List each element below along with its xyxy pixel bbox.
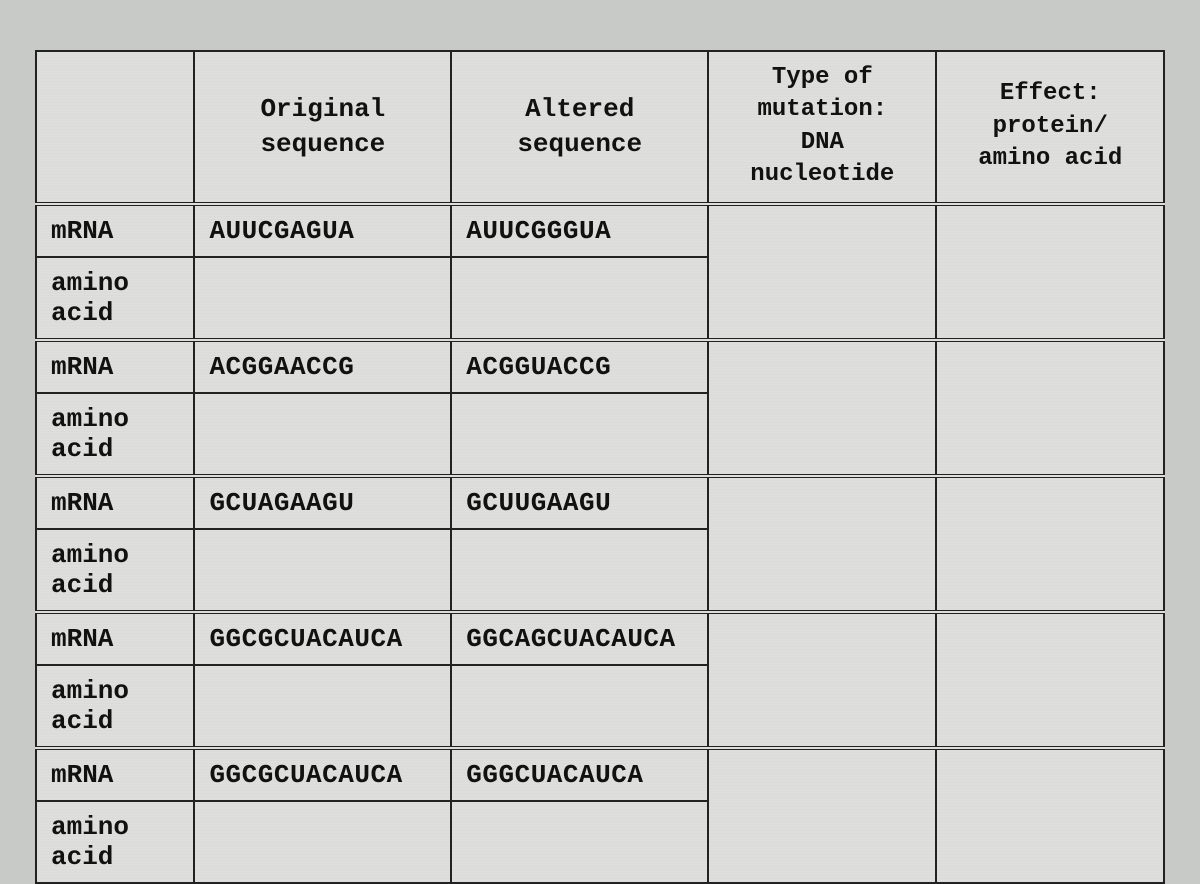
cell-type — [708, 476, 936, 612]
cell-amino-original — [194, 665, 451, 748]
cell-altered: GGGCUACAUCA — [451, 748, 708, 801]
row-label-amino: aminoacid — [36, 529, 194, 612]
table-row: mRNAGCUAGAAGUGCUUGAAGU — [36, 476, 1164, 529]
table-row: mRNAACGGAACCGACGGUACCG — [36, 340, 1164, 393]
cell-altered: AUUCGGGUA — [451, 204, 708, 257]
cell-amino-altered — [451, 257, 708, 340]
cell-amino-original — [194, 393, 451, 476]
header-effect: Effect:protein/amino acid — [936, 51, 1164, 204]
row-label-amino: aminoacid — [36, 801, 194, 883]
cell-amino-original — [194, 257, 451, 340]
row-label-amino: aminoacid — [36, 665, 194, 748]
cell-original: GGCGCUACAUCA — [194, 612, 451, 665]
cell-effect — [936, 340, 1164, 476]
row-label-mrna: mRNA — [36, 476, 194, 529]
cell-original: GGCGCUACAUCA — [194, 748, 451, 801]
row-label-mrna: mRNA — [36, 748, 194, 801]
cell-amino-altered — [451, 393, 708, 476]
cell-effect — [936, 748, 1164, 883]
cell-altered: GGCAGCUACAUCA — [451, 612, 708, 665]
cell-amino-altered — [451, 665, 708, 748]
cell-amino-altered — [451, 529, 708, 612]
cell-original: GCUAGAAGU — [194, 476, 451, 529]
cell-type — [708, 204, 936, 340]
cell-original: ACGGAACCG — [194, 340, 451, 393]
row-label-mrna: mRNA — [36, 612, 194, 665]
row-label-amino: aminoacid — [36, 393, 194, 476]
cell-effect — [936, 612, 1164, 748]
header-type: Type ofmutation:DNAnucleotide — [708, 51, 936, 204]
header-blank — [36, 51, 194, 204]
cell-type — [708, 748, 936, 883]
cell-altered: GCUUGAAGU — [451, 476, 708, 529]
cell-original: AUUCGAGUA — [194, 204, 451, 257]
row-label-amino: aminoacid — [36, 257, 194, 340]
row-label-mrna: mRNA — [36, 340, 194, 393]
cell-effect — [936, 476, 1164, 612]
cell-type — [708, 340, 936, 476]
table-row: mRNAGGCGCUACAUCAGGCAGCUACAUCA — [36, 612, 1164, 665]
row-label-mrna: mRNA — [36, 204, 194, 257]
cell-altered: ACGGUACCG — [451, 340, 708, 393]
cell-amino-original — [194, 529, 451, 612]
cell-amino-original — [194, 801, 451, 883]
cell-amino-altered — [451, 801, 708, 883]
table-row: mRNAGGCGCUACAUCAGGGCUACAUCA — [36, 748, 1164, 801]
mutation-table: OriginalsequenceAlteredsequenceType ofmu… — [35, 50, 1165, 884]
header-original: Originalsequence — [194, 51, 451, 204]
table-row: mRNAAUUCGAGUAAUUCGGGUA — [36, 204, 1164, 257]
cell-type — [708, 612, 936, 748]
cell-effect — [936, 204, 1164, 340]
header-altered: Alteredsequence — [451, 51, 708, 204]
